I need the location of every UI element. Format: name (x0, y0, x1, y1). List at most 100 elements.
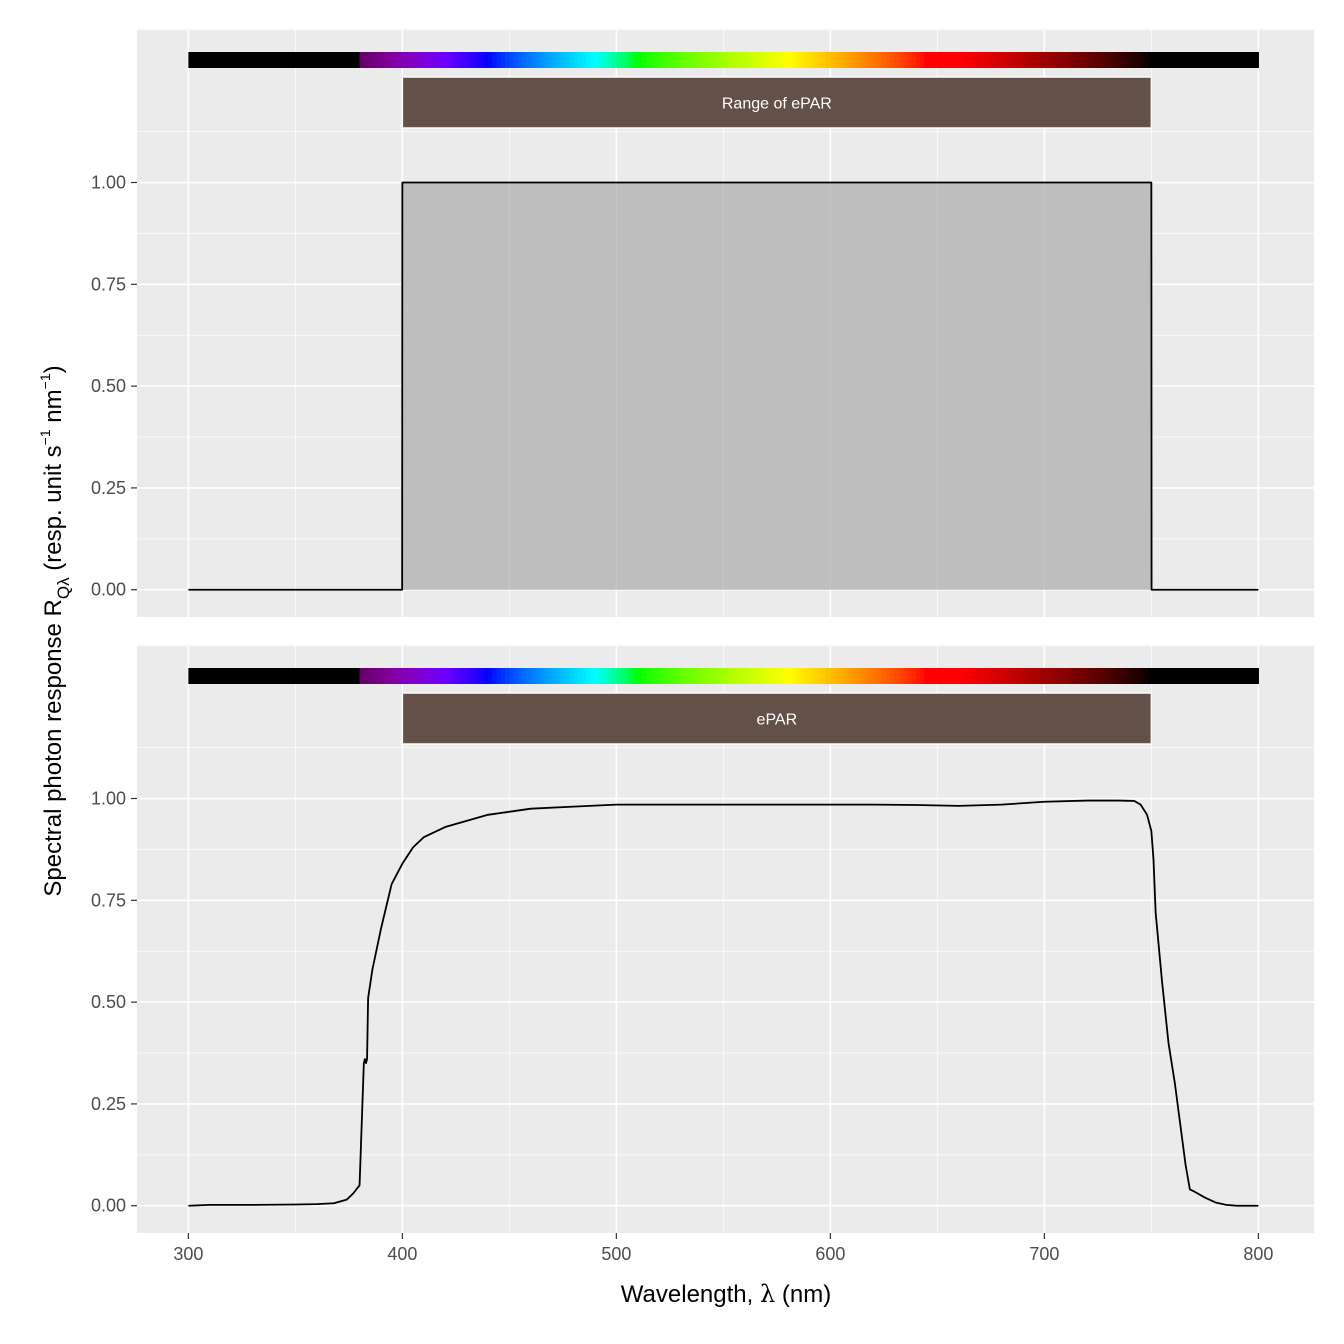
spectrum-bar-segment (582, 52, 587, 68)
spectrum-bar-segment (214, 668, 219, 684)
spectrum-bar-segment (706, 668, 712, 684)
spectrum-bar-segment (338, 668, 344, 684)
spectrum-bar-segment (753, 52, 759, 68)
spectrum-bar-segment (449, 668, 455, 684)
spectrum-bar-segment (813, 668, 819, 684)
spectrum-bar-segment (226, 52, 232, 68)
spectrum-bar-segment (1044, 52, 1050, 68)
spectrum-bar-segment (1224, 668, 1229, 684)
spectrum-bar-segment (838, 668, 844, 684)
spectrum-bar-segment (513, 52, 519, 68)
spectrum-bar-segment (770, 52, 776, 68)
spectrum-bar-segment (1142, 668, 1148, 684)
spectrum-bar-segment (706, 52, 712, 68)
spectrum-bar-segment (701, 52, 707, 68)
spectrum-bar-segment (933, 52, 938, 68)
panel-2: ePAR 0.00 0.25 0.50 0.75 1.00 (91, 645, 1314, 1233)
spectrum-bar-segment (654, 52, 660, 68)
spectrum-bar-segment (808, 52, 814, 68)
y-tick-label: 1.00 (91, 173, 126, 193)
spectrum-bar-segment (1031, 668, 1037, 684)
spectrum-bar-segment (744, 52, 750, 68)
spectrum-bar-segment (915, 52, 921, 68)
spectrum-bar-segment (389, 52, 395, 68)
spectrum-bar-segment (376, 668, 382, 684)
spectrum-bar-segment (920, 668, 926, 684)
spectrum-bar-segment (749, 52, 754, 68)
spectrum-bar-segment (1010, 52, 1015, 68)
spectrum-bar-segment (744, 668, 750, 684)
spectrum-bar-segment (813, 52, 819, 68)
spectrum-bar-segment (672, 668, 677, 684)
spectrum-bar-segment (1048, 52, 1054, 68)
panels-group: Range of ePAR 0.00 0.25 0.50 0.75 1.00 ePAR 0.0… (91, 29, 1314, 1233)
spectrum-bar-segment (928, 52, 934, 68)
spectrum-bar-segment (826, 52, 831, 68)
spectrum-bar-segment (256, 668, 262, 684)
spectrum-bar-segment (915, 668, 921, 684)
spectrum-bar-segment (941, 668, 947, 684)
spectrum-bar-segment (1185, 668, 1191, 684)
spectrum-bar-segment (783, 668, 789, 684)
spectrum-bar-segment (1117, 668, 1122, 684)
spectrum-bar-segment (1219, 668, 1225, 684)
spectrum-bar-segment (530, 668, 536, 684)
spectrum-bar-segment (877, 52, 883, 68)
spectrum-bar-segment (316, 668, 322, 684)
y-tick-label: 1.00 (91, 789, 126, 809)
spectrum-bar-segment (1082, 668, 1088, 684)
spectrum-bar-segment (821, 52, 827, 68)
spectrum-bar-segment (517, 52, 523, 68)
spectrum-bar-segment (188, 52, 194, 68)
spectrum-bar-segment (214, 52, 219, 68)
spectrum-bar-segment (689, 668, 694, 684)
spectrum-bar-segment (1241, 668, 1247, 684)
spectrum-bar-segment (612, 52, 617, 68)
spectrum-bar-segment (1228, 52, 1234, 68)
spectrum-bar-segment (556, 668, 562, 684)
spectrum-bar-segment (547, 668, 553, 684)
spectrum-bar-segment (483, 52, 489, 68)
spectrum-bar-segment (483, 668, 489, 684)
spectrum-bar-segment (1207, 668, 1212, 684)
spectrum-bar-segment (1134, 668, 1140, 684)
spectrum-bar-segment (380, 668, 386, 684)
spectrum-bar-segment (723, 668, 729, 684)
spectrum-bar-segment (676, 52, 682, 68)
spectrum-bar-segment (886, 52, 891, 68)
spectrum-bar-segment (479, 52, 485, 68)
spectrum-bar-segment (633, 668, 639, 684)
spectrum-bar-segment (1236, 668, 1242, 684)
spectrum-bar-segment (505, 52, 510, 68)
spectrum-bar-segment (646, 52, 652, 68)
spectrum-bar-segment (1014, 668, 1020, 684)
spectrum-bar-segment (971, 668, 977, 684)
spectrum-bar-segment (1245, 52, 1251, 68)
spectrum-bar-segment (308, 668, 314, 684)
spectrum-bar-segment (573, 52, 579, 68)
spectrum-bar-segment (684, 52, 690, 68)
x-axis-title: Wavelength, λ (nm) (621, 1280, 831, 1308)
spectrum-bar-segment (1065, 52, 1071, 68)
spectrum-bar-segment (573, 668, 579, 684)
spectrum-bar-segment (552, 668, 558, 684)
spectrum-bar-segment (509, 52, 515, 68)
spectrum-bar-segment (907, 52, 913, 68)
spectrum-bar-segment (1108, 52, 1114, 68)
spectrum-bar-segment (800, 668, 806, 684)
spectrum-bar-segment (1129, 668, 1135, 684)
spectrum-bar-segment (265, 668, 271, 684)
spectrum-bar-segment (500, 52, 506, 68)
spectrum-bar-segment (851, 52, 857, 68)
spectrum-bar-segment (612, 668, 617, 684)
spectrum-bar-segment (779, 52, 784, 68)
response-area-fill (402, 182, 1152, 590)
spectrum-bar-segment (1159, 668, 1165, 684)
spectrum-bar-segment (667, 52, 673, 68)
spectrum-bar-segment (466, 668, 472, 684)
spectrum-bar-segment (873, 668, 879, 684)
spectrum-bar-segment (984, 668, 990, 684)
spectrum-bar-segment (808, 668, 814, 684)
spectrum-bar-segment (933, 668, 938, 684)
spectrum-bar-segment (355, 52, 361, 68)
